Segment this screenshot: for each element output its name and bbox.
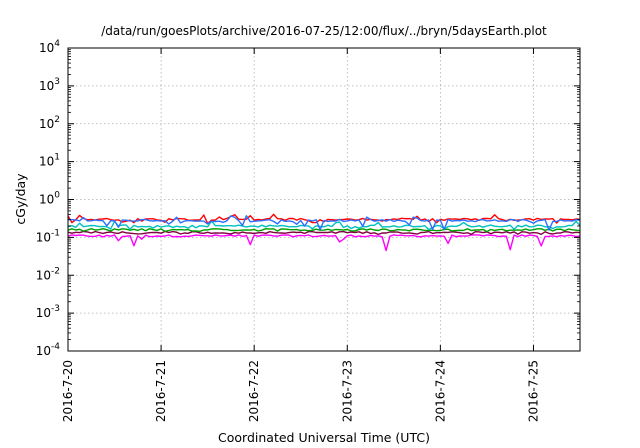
y-tick-label: 103 — [39, 77, 60, 93]
series-line — [67, 227, 581, 233]
x-axis: 2016-7-20 2016-7-21 2016-7-22 2016-7-23 2016… — [61, 48, 540, 422]
series-line — [68, 215, 581, 231]
y-axis: 10-4 10-3 10-2 10-1 100 101 102 103 104 — [36, 39, 580, 358]
y-tick-label: 104 — [39, 39, 60, 55]
x-tick-label: 2016-7-23 — [340, 360, 354, 422]
y-tick-label: 10-1 — [36, 228, 60, 244]
series-group — [67, 213, 581, 252]
y-tick-label: 10-4 — [36, 342, 61, 358]
series-line — [67, 230, 581, 236]
series-line — [67, 220, 581, 231]
y-tick-label: 101 — [39, 153, 60, 169]
x-tick-label: 2016-7-24 — [433, 360, 447, 422]
gridlines — [68, 48, 580, 351]
y-tick-label: 10-2 — [36, 266, 60, 282]
y-tick-label: 102 — [39, 115, 60, 131]
y-axis-label: cGy/day — [13, 173, 28, 225]
x-tick-label: 2016-7-22 — [247, 360, 261, 422]
x-tick-label: 2016-7-20 — [61, 360, 75, 422]
y-tick-label: 10-3 — [36, 304, 60, 320]
series-line — [67, 234, 581, 252]
x-tick-label: 2016-7-21 — [154, 360, 168, 422]
x-axis-label: Coordinated Universal Time (UTC) — [218, 430, 430, 445]
chart-title: /data/run/goesPlots/archive/2016-07-25/1… — [101, 24, 547, 38]
y-tick-label: 100 — [39, 191, 60, 207]
x-tick-label: 2016-7-25 — [526, 360, 540, 422]
